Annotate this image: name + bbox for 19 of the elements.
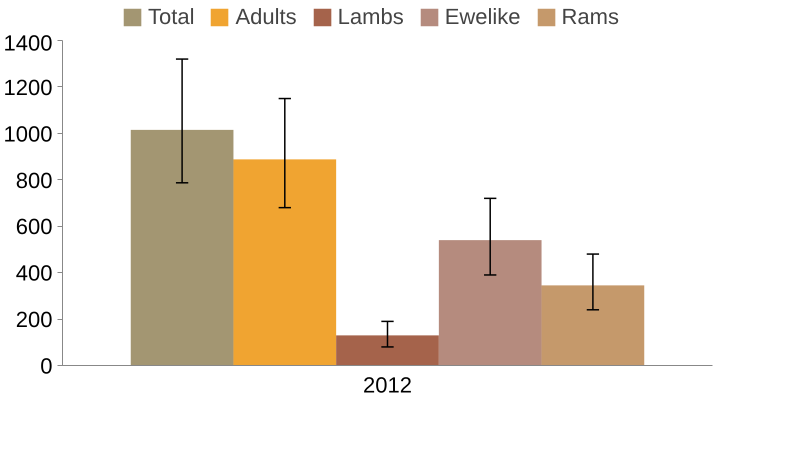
y-tick-label: 1400 [4, 30, 53, 56]
y-tick-label: 600 [16, 214, 53, 240]
y-tick-label: 800 [16, 168, 53, 193]
y-tick-label: 400 [16, 260, 53, 286]
legend-label: Total [148, 4, 195, 30]
y-tick-label: 1000 [4, 121, 53, 146]
bar [542, 285, 644, 366]
y-tick-label: 1200 [4, 74, 53, 100]
bar [438, 240, 542, 366]
bar [336, 335, 439, 366]
legend-label: Rams [562, 4, 619, 30]
x-tick-label: 2012 [363, 372, 412, 398]
legend-label: Adults [236, 4, 297, 30]
bar [130, 130, 234, 366]
y-tick-label: 0 [40, 354, 53, 378]
legend-label: Lambs [338, 4, 404, 30]
bar [233, 159, 336, 366]
y-tick-label: 200 [16, 307, 53, 332]
legend-label: Ewelike [444, 4, 521, 30]
